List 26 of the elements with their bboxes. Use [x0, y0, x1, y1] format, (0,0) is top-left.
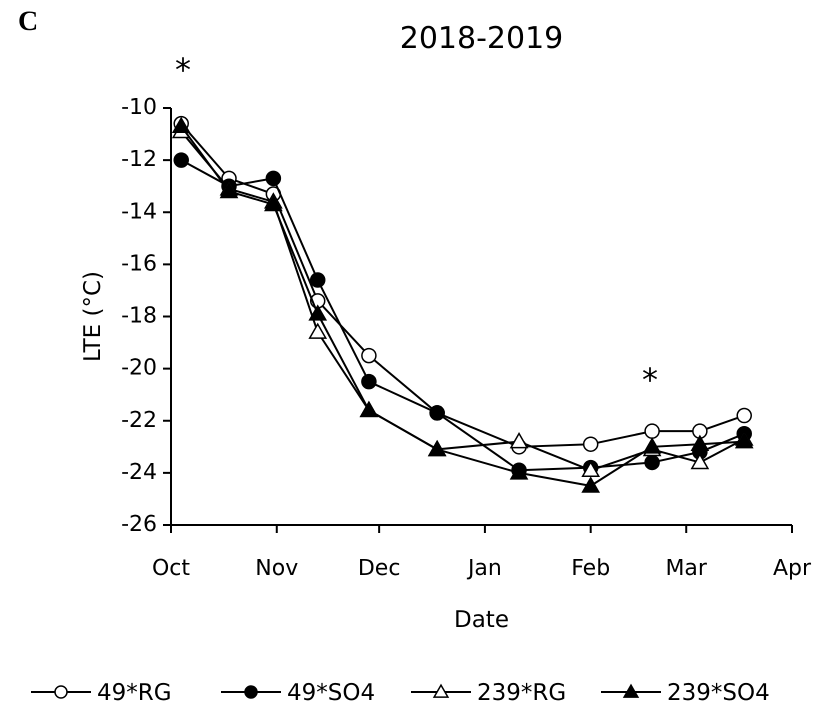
x-tick-label: Mar	[665, 556, 708, 581]
y-tick-label: -18	[121, 304, 157, 329]
y-tick-label: -10	[121, 95, 157, 120]
x-tick-label: Nov	[255, 556, 298, 581]
text: C	[18, 6, 38, 37]
x-axis-title: Date	[454, 607, 509, 633]
x-tick-label: Feb	[571, 556, 610, 581]
y-axis-title: LTE (°C)	[80, 270, 106, 362]
y-tick-label: -26	[121, 512, 157, 538]
annotation: *	[642, 360, 658, 399]
x-tick-label: Apr	[772, 556, 812, 581]
y-tick-label: -22	[121, 408, 157, 433]
x-tick-label: Dec	[358, 556, 400, 581]
y-tick-label: -20	[121, 356, 157, 381]
x-tick-label: Jan	[466, 556, 502, 581]
y-tick-label: -12	[121, 147, 157, 172]
y-tick-label: -14	[121, 199, 157, 224]
text: *	[175, 50, 191, 89]
legend-label: 49*SO4	[287, 680, 376, 706]
legend-label: 239*SO4	[667, 680, 770, 706]
y-tick-label: -24	[121, 460, 157, 485]
legend-label: 49*RG	[97, 680, 172, 706]
chart-title: 2018-2019	[400, 21, 564, 56]
x-tick-label: Oct	[152, 556, 190, 581]
y-tick-label: -16	[121, 251, 157, 276]
legend-label: 239*RG	[477, 680, 566, 706]
